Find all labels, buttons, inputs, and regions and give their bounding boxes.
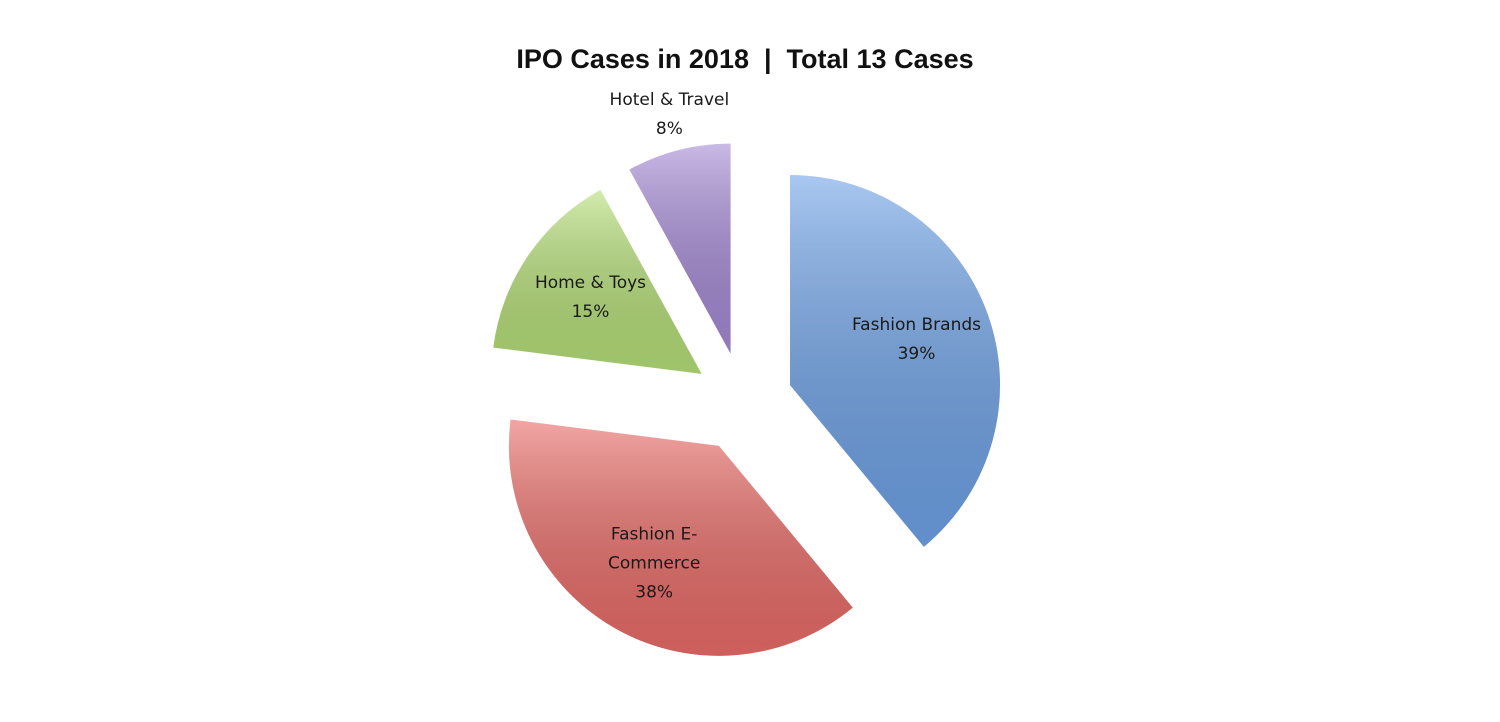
label-category: Fashion Brands (851, 314, 982, 335)
slice-shade (790, 175, 1001, 547)
label-value: 38% (635, 582, 674, 603)
label-category: Home & Toys (534, 273, 647, 294)
data-label: Fashion E-Commerce 38% (588, 520, 720, 607)
data-label: Fashion Brands 39% (852, 311, 981, 369)
chart-title: IPO Cases in 2018 | Total 13 Cases (516, 44, 974, 74)
slice-shade (493, 189, 702, 374)
data-label: Home & Toys 15% (535, 269, 646, 327)
label-category: Fashion E-Commerce (608, 524, 701, 574)
label-category: Hotel & Travel (609, 90, 730, 111)
slice-shade (508, 419, 853, 656)
label-value: 8% (655, 119, 683, 140)
label-value: 15% (571, 302, 610, 323)
label-value: 39% (897, 343, 936, 364)
data-label: Hotel & Travel 8% (610, 86, 730, 144)
slice-shade (629, 143, 731, 354)
